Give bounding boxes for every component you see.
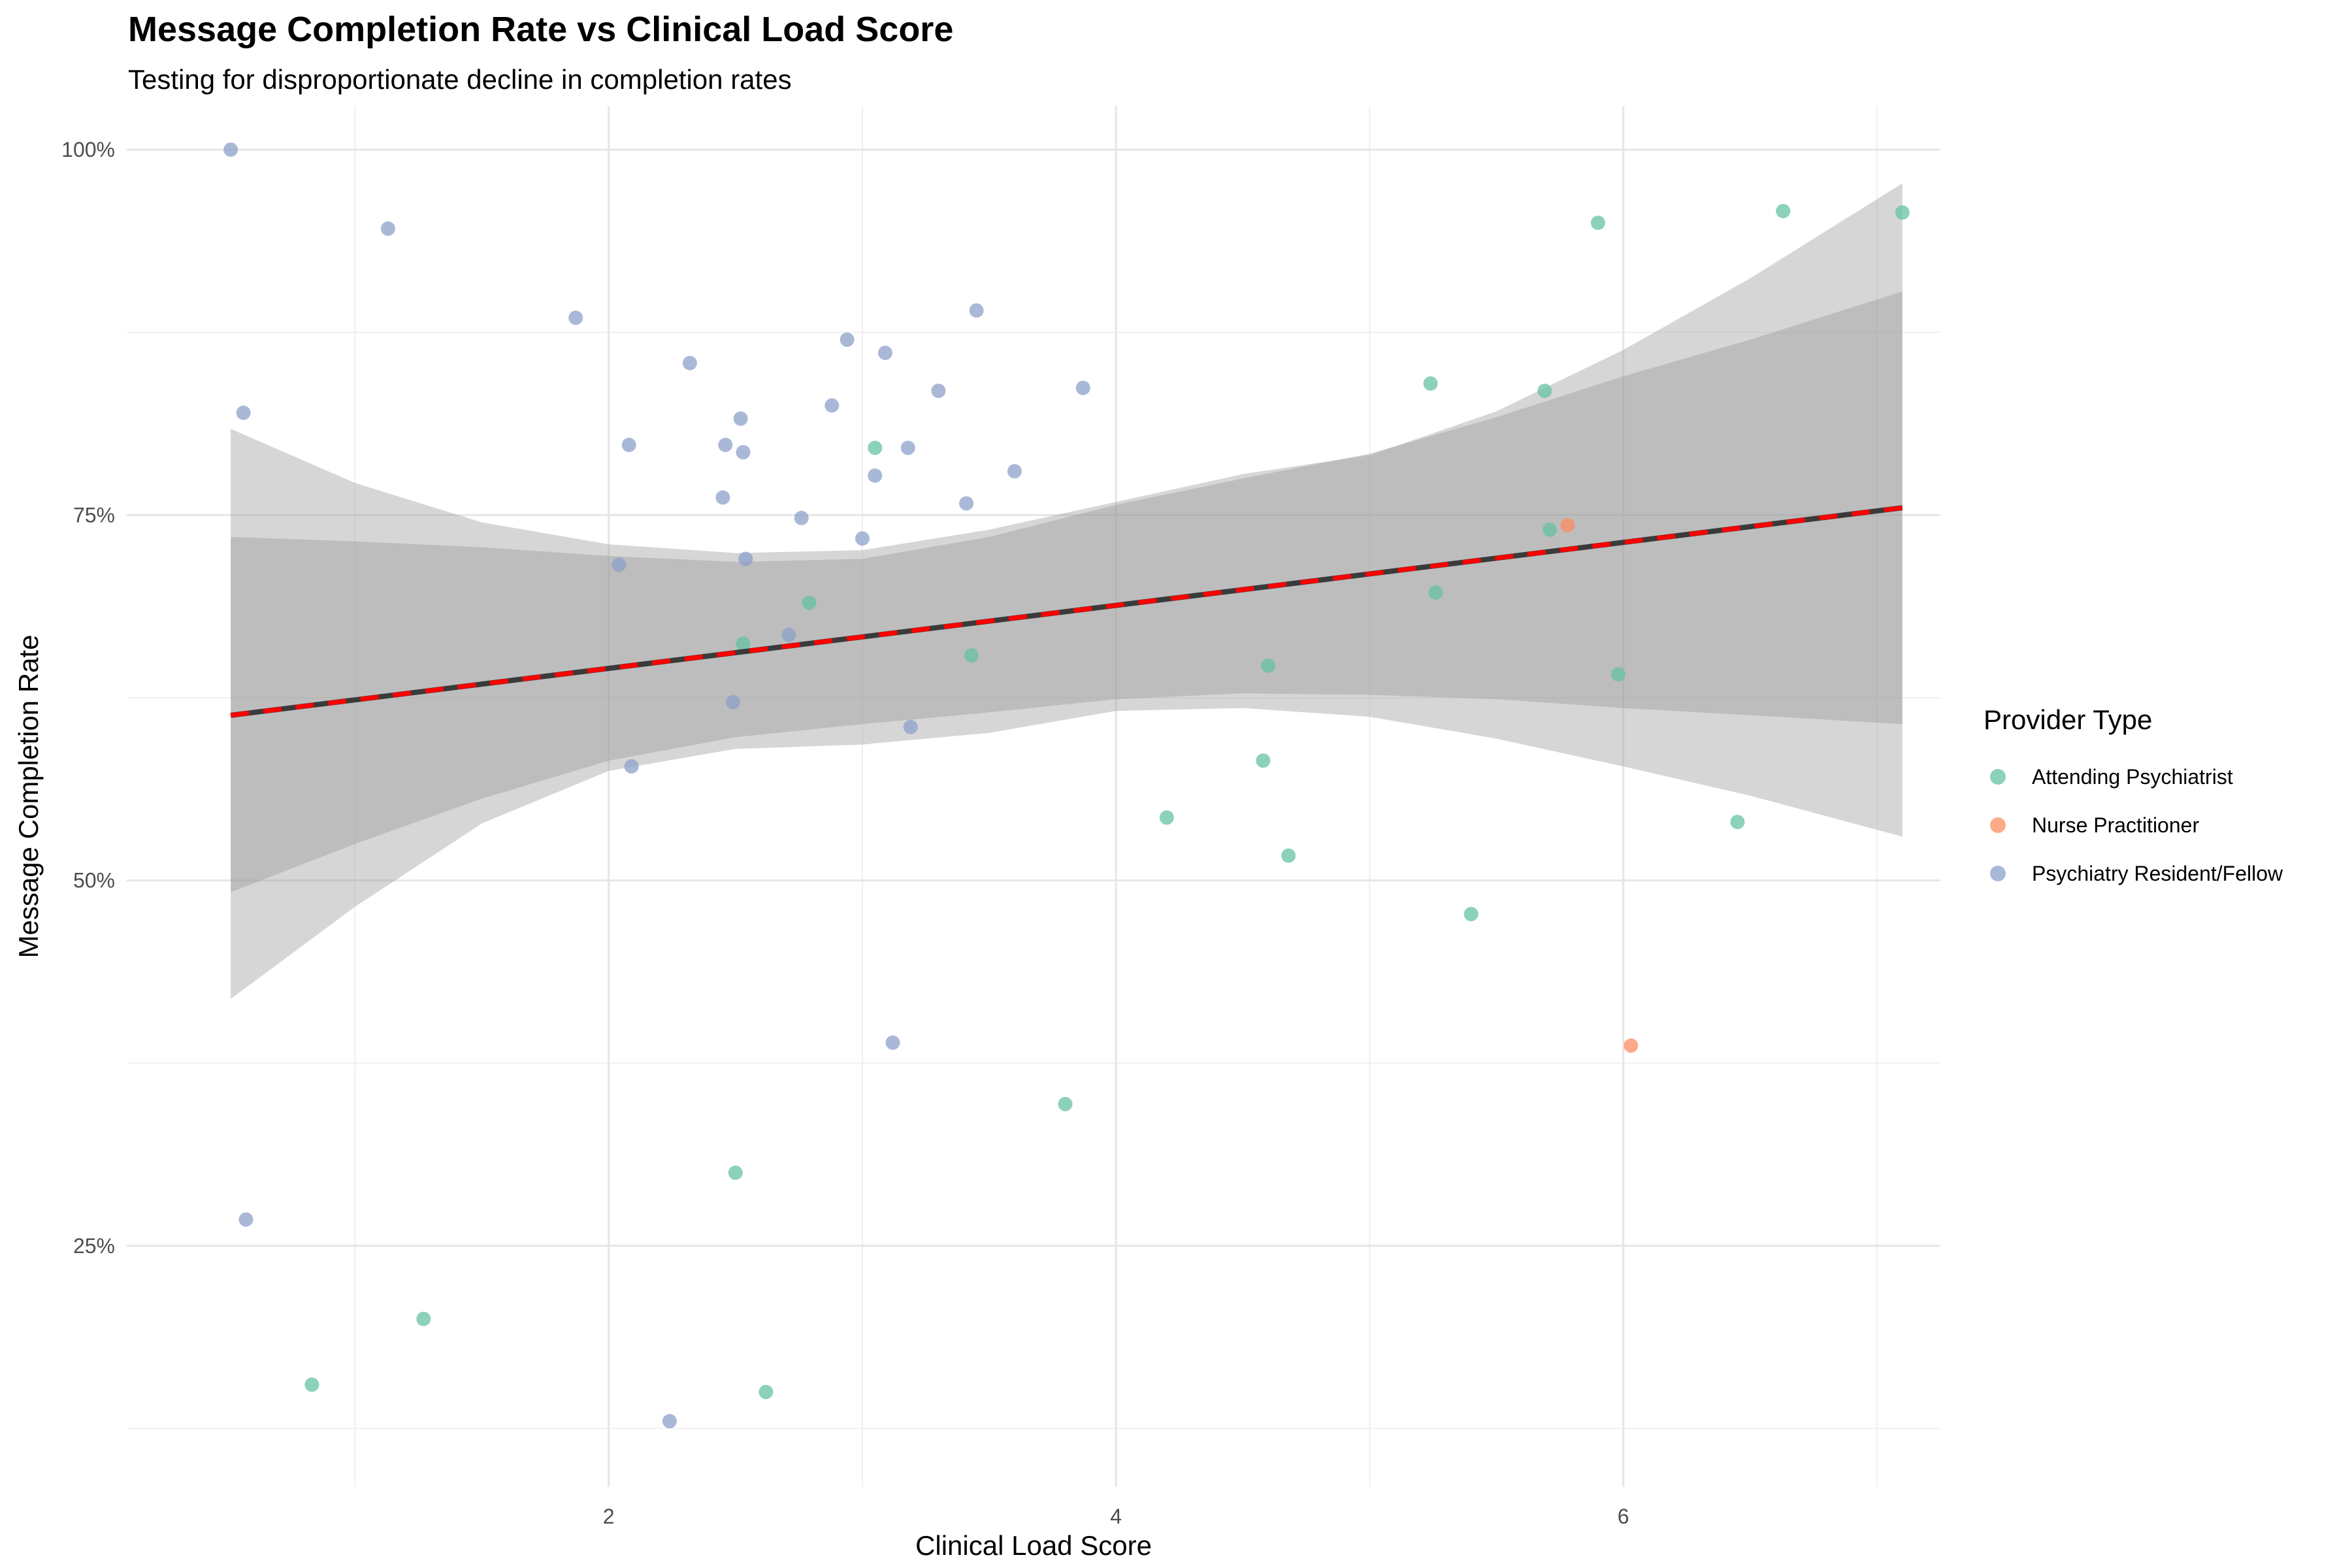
data-point-attending-psychiatrist	[1256, 753, 1271, 768]
data-point-attending-psychiatrist	[736, 636, 751, 651]
data-point-psychiatry-resident-fellow	[868, 468, 883, 483]
data-point-psychiatry-resident-fellow	[855, 531, 870, 546]
data-point-attending-psychiatrist	[1895, 205, 1910, 220]
x-tick-label: 4	[1110, 1505, 1122, 1528]
data-point-attending-psychiatrist	[304, 1377, 319, 1392]
data-point-psychiatry-resident-fellow	[794, 510, 809, 525]
data-point-attending-psychiatrist	[1159, 810, 1174, 825]
data-point-attending-psychiatrist	[1463, 907, 1478, 922]
chart-subtitle: Testing for disproportionate decline in …	[128, 64, 792, 95]
legend-swatch-attending	[1990, 769, 2006, 785]
data-point-psychiatry-resident-fellow	[725, 694, 740, 710]
x-tick-label: 6	[1618, 1505, 1629, 1528]
data-point-psychiatry-resident-fellow	[238, 1212, 253, 1227]
data-point-psychiatry-resident-fellow	[715, 490, 730, 505]
data-point-psychiatry-resident-fellow	[877, 346, 892, 361]
chart-title: Message Completion Rate vs Clinical Load…	[128, 10, 954, 49]
legend: Provider Type Attending Psychiatrist Nur…	[1984, 704, 2283, 898]
data-point-psychiatry-resident-fellow	[612, 557, 627, 572]
x-tick-label: 2	[603, 1505, 615, 1528]
data-point-attending-psychiatrist	[1423, 376, 1438, 391]
data-point-psychiatry-resident-fellow	[682, 355, 697, 370]
data-point-attending-psychiatrist	[1058, 1096, 1073, 1111]
data-point-psychiatry-resident-fellow	[621, 438, 636, 452]
data-point-attending-psychiatrist	[1543, 522, 1558, 537]
data-point-attending-psychiatrist	[416, 1311, 431, 1326]
data-point-psychiatry-resident-fellow	[624, 759, 639, 774]
data-point-attending-psychiatrist	[1730, 815, 1745, 830]
data-point-psychiatry-resident-fellow	[781, 627, 796, 642]
data-point-attending-psychiatrist	[1590, 216, 1605, 230]
y-tick-label: 75%	[73, 503, 115, 527]
confidence-band-2	[231, 183, 1903, 999]
data-point-psychiatry-resident-fellow	[931, 384, 946, 399]
data-point-psychiatry-resident-fellow	[825, 398, 840, 413]
legend-item-attending: Attending Psychiatrist	[1984, 753, 2283, 801]
data-point-psychiatry-resident-fellow	[959, 496, 974, 511]
data-point-psychiatry-resident-fellow	[1075, 380, 1090, 395]
y-tick-label: 50%	[73, 869, 115, 892]
data-point-psychiatry-resident-fellow	[718, 438, 733, 452]
data-point-attending-psychiatrist	[1281, 848, 1296, 863]
data-point-psychiatry-resident-fellow	[903, 719, 918, 734]
data-point-attending-psychiatrist	[802, 595, 817, 610]
data-point-psychiatry-resident-fellow	[380, 221, 395, 236]
data-point-psychiatry-resident-fellow	[738, 551, 753, 566]
legend-title: Provider Type	[1984, 704, 2153, 735]
data-point-nurse-practitioner	[1624, 1038, 1639, 1053]
data-point-attending-psychiatrist	[1261, 658, 1276, 673]
legend-label-attending: Attending Psychiatrist	[2032, 764, 2233, 789]
y-tick-label: 25%	[73, 1234, 115, 1258]
data-point-attending-psychiatrist	[868, 440, 883, 455]
data-point-attending-psychiatrist	[1610, 667, 1625, 682]
data-point-attending-psychiatrist	[1428, 585, 1443, 600]
data-point-nurse-practitioner	[1560, 518, 1575, 532]
legend-label-nurse-practitioner: Nurse Practitioner	[2032, 813, 2200, 837]
data-point-psychiatry-resident-fellow	[223, 142, 238, 157]
data-point-attending-psychiatrist	[1537, 384, 1552, 399]
legend-swatch-resident-fellow	[1990, 866, 2006, 881]
fit-line-solid	[230, 505, 1903, 718]
y-tick-label: 100%	[61, 138, 115, 161]
legend-item-resident-fellow: Psychiatry Resident/Fellow	[1984, 849, 2283, 898]
legend-item-nurse-practitioner: Nurse Practitioner	[1984, 801, 2283, 849]
data-point-psychiatry-resident-fellow	[885, 1035, 900, 1050]
y-axis-label: Message Completion Rate	[13, 635, 44, 958]
confidence-band-1	[231, 291, 1903, 892]
data-point-psychiatry-resident-fellow	[900, 440, 915, 455]
data-point-psychiatry-resident-fellow	[736, 445, 751, 460]
data-point-psychiatry-resident-fellow	[236, 405, 251, 420]
data-point-attending-psychiatrist	[1776, 204, 1791, 219]
data-point-psychiatry-resident-fellow	[662, 1414, 677, 1429]
data-point-psychiatry-resident-fellow	[840, 332, 855, 347]
legend-swatch-nurse-practitioner	[1990, 817, 2006, 833]
data-point-attending-psychiatrist	[728, 1166, 743, 1180]
data-point-psychiatry-resident-fellow	[1007, 464, 1022, 479]
data-point-attending-psychiatrist	[964, 648, 979, 663]
legend-label-resident-fellow: Psychiatry Resident/Fellow	[2032, 861, 2283, 885]
data-point-psychiatry-resident-fellow	[969, 303, 984, 318]
data-point-psychiatry-resident-fellow	[568, 310, 583, 325]
data-point-psychiatry-resident-fellow	[733, 411, 748, 426]
x-axis-label: Clinical Load Score	[915, 1530, 1152, 1561]
data-point-attending-psychiatrist	[759, 1384, 774, 1399]
